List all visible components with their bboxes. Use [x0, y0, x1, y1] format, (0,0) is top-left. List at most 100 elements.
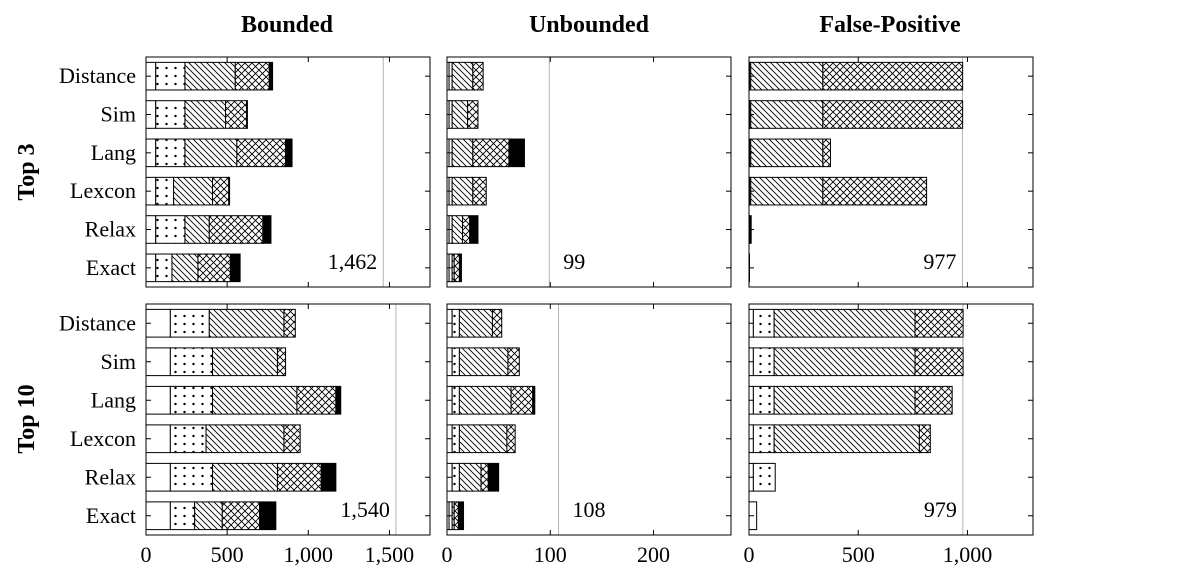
x-tick-label: 1,000: [943, 542, 993, 567]
bar-segment-dots: [169, 424, 207, 454]
bar-segment-crosshatch: [480, 462, 489, 492]
panel-frame: [748, 303, 1034, 536]
bar-segment-solid: [246, 100, 248, 129]
bar-segment-dots: [752, 424, 775, 454]
bar-segment-solid: [285, 138, 293, 168]
category-label: Exact: [86, 503, 136, 528]
reference-value-label: 108: [573, 497, 606, 522]
bar-segment-dots: [169, 308, 210, 338]
bar-segment-crosshatch: [236, 138, 287, 168]
bar-segment-crosshatch: [510, 385, 534, 415]
bar-segment-crosshatch: [296, 385, 337, 415]
bar-segment-diagonal: [773, 347, 916, 377]
bar-segment-crosshatch: [283, 308, 296, 338]
bar-segment-dots: [752, 308, 775, 338]
bar-segment-diagonal: [451, 61, 474, 91]
bar-segment-diagonal: [212, 385, 298, 415]
bar-segment-diagonal: [173, 176, 214, 206]
column-title-bounded: Bounded: [241, 12, 334, 38]
column-title-false-positive: False-Positive: [819, 12, 961, 38]
bar-segment-crosshatch: [472, 61, 484, 91]
bar-segment-solid: [457, 501, 465, 531]
bar-segment-diagonal: [458, 308, 493, 338]
bar-segment-diagonal: [451, 138, 474, 168]
bar-segment-diagonal: [773, 385, 916, 415]
panel-frame: [446, 56, 732, 288]
bar-segment-diagonal: [184, 138, 238, 168]
bar-segment-crosshatch: [467, 100, 479, 129]
panel-frame: [145, 303, 431, 536]
bar-segment-dots: [451, 385, 460, 415]
bar-segment-crosshatch: [234, 61, 270, 91]
x-tick-label: 200: [637, 542, 670, 567]
bar-segment-solid: [469, 215, 479, 244]
bar-segment-diagonal: [212, 347, 278, 377]
bar-segment-solid: [320, 462, 337, 492]
bar-segment-diagonal: [184, 215, 210, 244]
bar-segment-dots: [155, 253, 173, 283]
bar-segment-crosshatch: [914, 308, 964, 338]
bar-segment-dots: [155, 215, 186, 244]
bar-segment-diagonal: [773, 308, 916, 338]
x-tick-label: 0: [442, 542, 453, 567]
bar-segment-solid: [335, 385, 342, 415]
bar-segment-crosshatch: [283, 424, 301, 454]
bar-segment-dots: [155, 100, 186, 129]
bar-segment-crosshatch: [491, 308, 503, 338]
bar-segment-diagonal: [458, 347, 509, 377]
panel-frame: [748, 56, 1034, 288]
bar-segment-diagonal: [208, 308, 285, 338]
bar-segment-solid: [262, 215, 272, 244]
bar-segment-diagonal: [750, 138, 824, 168]
bar-segment-diagonal: [171, 253, 199, 283]
bar-segment-crosshatch: [822, 138, 831, 168]
reference-value-label: 99: [563, 249, 585, 274]
bar-segment-crosshatch: [472, 138, 510, 168]
bar-segment-solid: [458, 253, 462, 283]
bar-segment-crosshatch: [507, 347, 520, 377]
bar-segment-crosshatch: [914, 385, 953, 415]
bar-segment-crosshatch: [822, 176, 928, 206]
bar-segment-crosshatch: [212, 176, 230, 206]
bar-segment-crosshatch: [208, 215, 264, 244]
bar-segment-crosshatch: [822, 100, 964, 129]
bar-segment-dots: [169, 501, 196, 531]
bar-segment-dots: [752, 385, 775, 415]
x-tick-label: 1,500: [365, 542, 415, 567]
category-label: Relax: [85, 217, 136, 242]
bar-segment-diagonal: [451, 100, 469, 129]
panel-frame: [446, 303, 732, 536]
bar-segment-dots: [155, 176, 175, 206]
bar-segment-diagonal: [750, 176, 824, 206]
bar-segment-diagonal: [451, 215, 463, 244]
bar-segment-dots: [155, 138, 186, 168]
reference-value-label: 979: [924, 497, 957, 522]
bar-segment-dots: [169, 385, 214, 415]
bar-segment-solid: [487, 462, 500, 492]
bar-segment-solid: [268, 61, 274, 91]
panel-frame: [145, 56, 431, 288]
category-label: Lang: [91, 387, 136, 412]
category-label: Relax: [85, 464, 136, 489]
bar-segment-dots: [155, 61, 186, 91]
bar-segment-diagonal: [458, 462, 482, 492]
category-label: Distance: [59, 310, 136, 335]
category-label: Lexcon: [70, 178, 136, 203]
bar-segment-dots: [752, 462, 776, 492]
x-tick-label: 1,000: [284, 542, 334, 567]
x-tick-label: 500: [211, 542, 244, 567]
row-title-top-3: Top 3: [14, 143, 40, 200]
bar-segment-diagonal: [750, 61, 824, 91]
reference-value-label: 1,540: [340, 497, 390, 522]
bar-segment-crosshatch: [221, 501, 261, 531]
reference-value-label: 977: [923, 249, 956, 274]
bar-segment-crosshatch: [276, 462, 322, 492]
bar-segment-crosshatch: [197, 253, 231, 283]
bar-segment-crosshatch: [276, 347, 287, 377]
category-label: Distance: [59, 63, 136, 88]
bar-segment-crosshatch: [453, 253, 460, 283]
bar-segment-dots: [752, 347, 775, 377]
bar-segment-dots: [451, 308, 460, 338]
x-tick-label: 100: [534, 542, 567, 567]
